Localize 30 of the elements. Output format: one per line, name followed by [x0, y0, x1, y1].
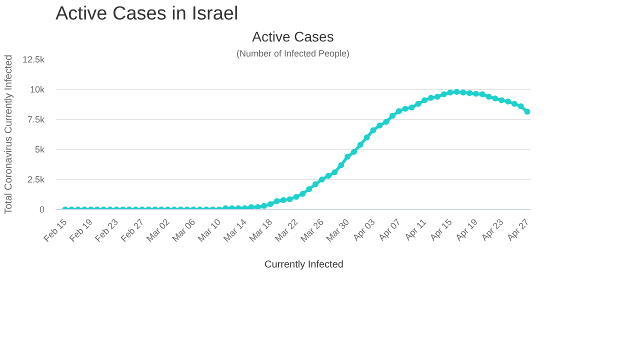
x-tick-label: Mar 22: [272, 216, 300, 244]
x-tick-label: Mar 26: [298, 216, 326, 244]
x-tick-label: Apr 19: [454, 216, 480, 243]
x-tick-label: Apr 07: [376, 216, 402, 243]
x-tick-label: Feb 23: [93, 216, 120, 244]
x-tick-label: Mar 10: [196, 216, 223, 244]
x-tick-label: Apr 27: [505, 216, 531, 243]
chart-title: Active Cases: [252, 28, 334, 44]
y-tick-label: 7.5k: [27, 114, 45, 124]
y-tick-label: 5k: [34, 144, 45, 154]
y-tick-label: 12.5k: [22, 54, 45, 64]
x-tick-label: Mar 06: [170, 216, 198, 244]
x-tick-label: Mar 30: [324, 216, 352, 244]
x-tick-label: Apr 03: [350, 216, 377, 243]
x-tick-label: Mar 14: [222, 216, 248, 244]
x-tick-label: Apr 23: [479, 216, 506, 243]
text: Currently Infected: [264, 260, 344, 270]
x-tick-label: Feb 27: [118, 216, 146, 244]
x-tick-label: Apr 11: [402, 216, 428, 242]
y-tick-label: 10k: [30, 84, 45, 94]
y-tick-label: 0: [39, 204, 45, 214]
x-tick-label: Apr 15: [428, 216, 454, 243]
x-tick-label: Mar 18: [247, 216, 274, 244]
x-tick-label: Feb 15: [42, 216, 69, 244]
x-tick-label: Feb 19: [67, 216, 94, 244]
x-tick-label: Mar 02: [144, 216, 172, 244]
y-axis-title: Total Coronavirus Currently Infected: [3, 54, 14, 214]
chart-subtitle: (Number of Infected People): [236, 48, 350, 58]
text: Active Cases in Israel: [56, 4, 238, 24]
y-tick-label: 2.5k: [27, 174, 45, 184]
